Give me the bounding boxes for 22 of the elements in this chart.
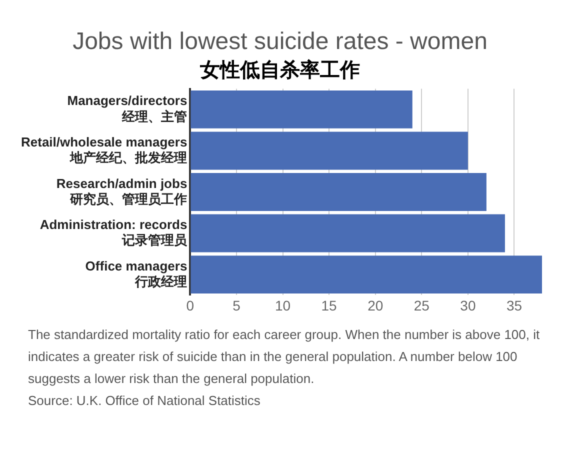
bar <box>190 173 486 211</box>
x-tick-label: 5 <box>232 297 241 314</box>
source-note: Source: U.K. Office of National Statistics <box>28 392 262 410</box>
x-tick-label: 25 <box>414 297 430 314</box>
bar <box>190 214 505 252</box>
y-tick-label: Managers/directors 经理、主管 <box>67 93 188 124</box>
x-tick-label: 15 <box>321 297 338 314</box>
bar <box>190 90 412 128</box>
x-tick-label: 10 <box>274 297 291 314</box>
bar <box>190 256 542 294</box>
text: The standardized mortality ratio for each career group. When the number is above 100, it indicates a greater risk of suicide than in the general population. A number below 100 suggests a lower risk than the general population. <box>28 326 541 388</box>
x-tick-label: 20 <box>368 297 384 314</box>
y-tick-label: Retail/wholesale managers 地产经纪、批发经理 <box>20 134 188 166</box>
y-tick-label: Office managers 行政经理 <box>85 258 188 289</box>
bar <box>190 132 468 170</box>
y-tick-label: Research/admin jobs 研究员、管理员工作 <box>56 176 188 206</box>
chart-subtitle: 女性低自杀率工作 <box>199 58 360 82</box>
chart-title: Jobs with lowest suicide rates - women <box>72 28 488 56</box>
y-tick-label: Administration: records 记录管理员 <box>40 217 188 248</box>
x-tick-label: 0 <box>186 297 194 314</box>
x-tick-label: 30 <box>460 297 476 314</box>
x-tick-label: 35 <box>506 297 522 314</box>
